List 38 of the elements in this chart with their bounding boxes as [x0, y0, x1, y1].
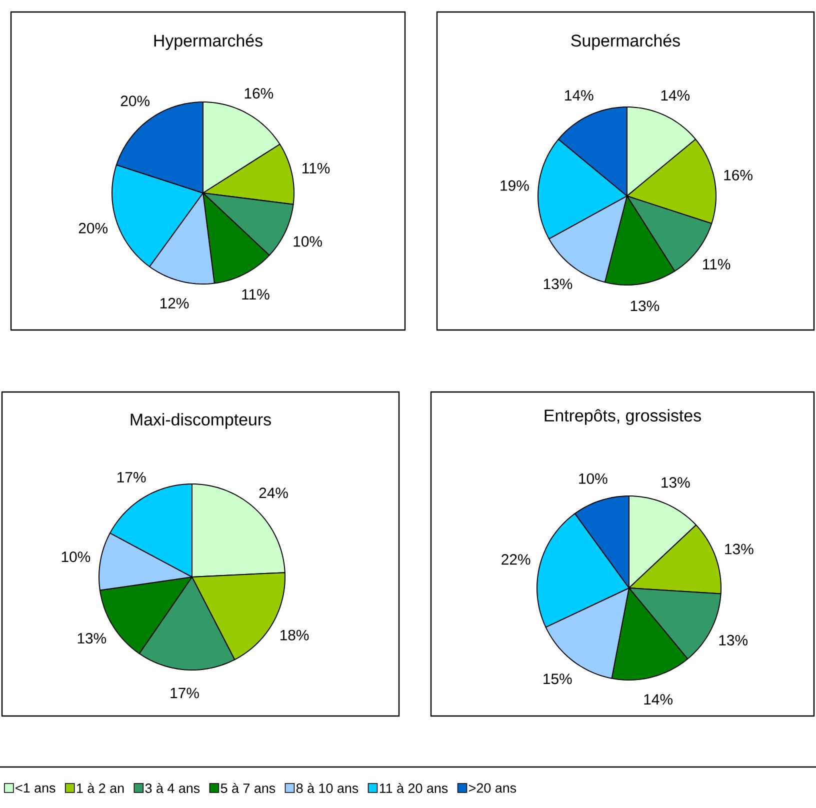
- data-label: 22%: [502, 554, 530, 565]
- chart-title: Hypermarchés: [154, 34, 262, 50]
- data-label: 14%: [644, 694, 672, 705]
- data-label: 20%: [120, 96, 150, 106]
- data-label: 15%: [544, 674, 572, 684]
- chart-title: Maxi-discompteurs: [130, 413, 271, 429]
- data-label: 13%: [662, 477, 690, 488]
- data-label: 12%: [160, 298, 189, 308]
- legend-label: 1 à 2 an: [76, 782, 124, 794]
- data-label: 11%: [302, 162, 330, 174]
- data-label: 10%: [62, 552, 90, 562]
- legend-label: 11 à 20 ans: [380, 782, 448, 794]
- legend-label: 3 à 4 ans: [145, 782, 200, 794]
- data-label: 17%: [170, 688, 199, 698]
- data-label: 17%: [118, 472, 146, 482]
- data-label: 18%: [280, 630, 309, 640]
- data-label: 24%: [259, 488, 288, 498]
- data-label: 14%: [565, 90, 594, 101]
- data-label: 11%: [703, 258, 730, 270]
- data-label: 13%: [719, 634, 748, 646]
- data-label: 13%: [725, 544, 754, 554]
- legend-label: 5 à 7 ans: [220, 782, 276, 794]
- data-label: 19%: [500, 180, 529, 191]
- data-label: 10%: [294, 236, 322, 247]
- legend-label: 8 à 10 ans: [296, 782, 358, 794]
- data-label: 16%: [724, 170, 752, 180]
- data-label: 11%: [242, 289, 270, 300]
- data-label: 16%: [244, 88, 274, 99]
- legend-label: <1 ans: [16, 783, 56, 793]
- chart-title: Supermarchés: [571, 34, 680, 50]
- data-label: 13%: [630, 300, 660, 312]
- chart-title: Entrepôts, grossistes: [544, 409, 701, 425]
- data-label: 13%: [544, 278, 572, 290]
- legend-label: >20 ans: [469, 783, 516, 793]
- data-label: 10%: [579, 473, 608, 484]
- data-label: 20%: [78, 222, 108, 234]
- data-label: 13%: [78, 632, 106, 644]
- data-label: 14%: [661, 90, 690, 101]
